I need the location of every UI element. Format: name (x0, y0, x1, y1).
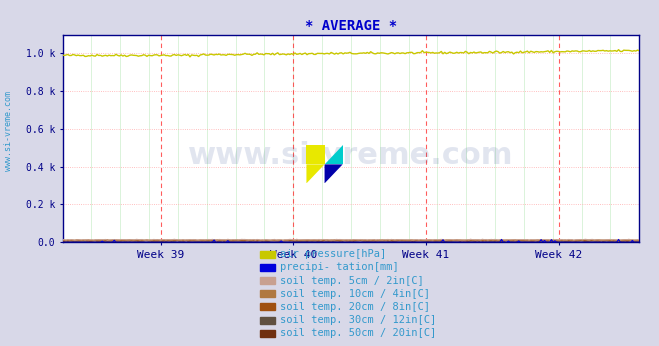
Polygon shape (306, 164, 325, 183)
Text: soil temp. 50cm / 20in[C]: soil temp. 50cm / 20in[C] (280, 328, 436, 338)
Polygon shape (325, 145, 343, 164)
Text: www.si-vreme.com: www.si-vreme.com (188, 140, 513, 170)
Text: www.si-vreme.com: www.si-vreme.com (4, 91, 13, 172)
Text: air pressure[hPa]: air pressure[hPa] (280, 249, 386, 259)
Polygon shape (325, 164, 343, 183)
Text: soil temp. 10cm / 4in[C]: soil temp. 10cm / 4in[C] (280, 289, 430, 299)
Bar (306, 145, 325, 164)
Text: precipi- tation[mm]: precipi- tation[mm] (280, 263, 399, 272)
Text: soil temp. 5cm / 2in[C]: soil temp. 5cm / 2in[C] (280, 276, 424, 285)
Text: soil temp. 20cm / 8in[C]: soil temp. 20cm / 8in[C] (280, 302, 430, 312)
Text: soil temp. 30cm / 12in[C]: soil temp. 30cm / 12in[C] (280, 315, 436, 325)
Title: * AVERAGE *: * AVERAGE * (305, 19, 397, 34)
